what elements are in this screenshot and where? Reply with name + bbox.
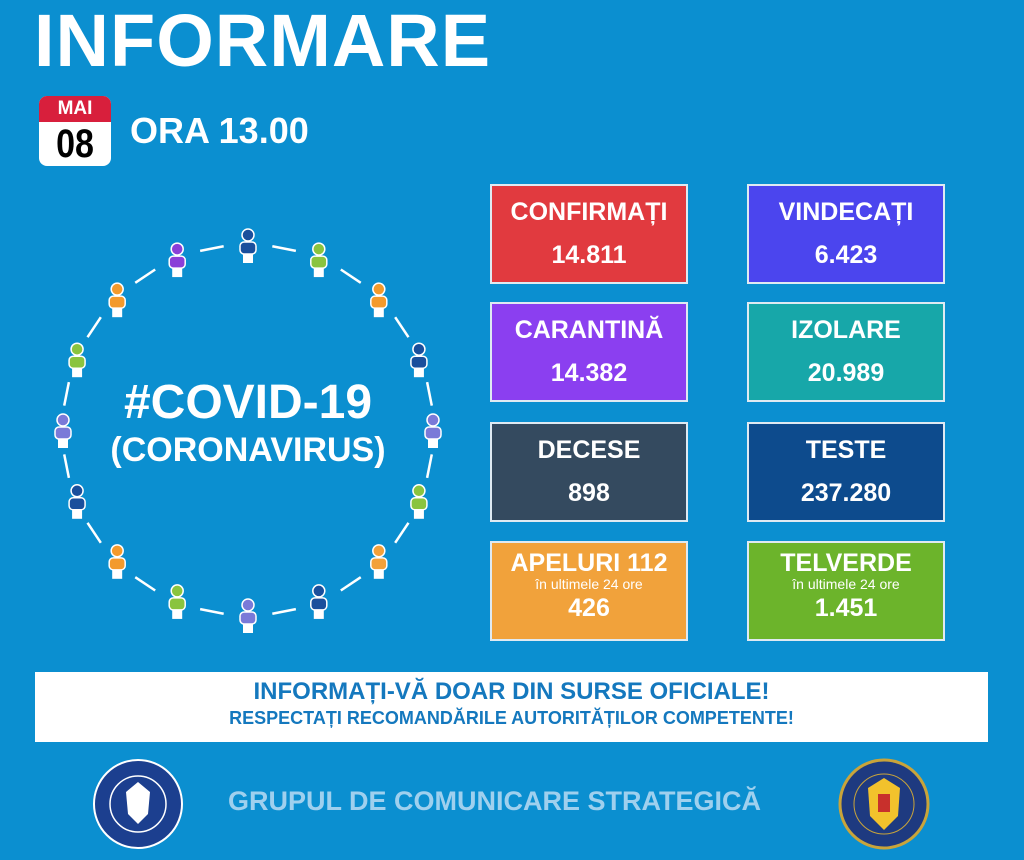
double-arrow-icon: [86, 316, 102, 338]
covid-heading: #COVID-19 (CORONAVIRUS): [88, 376, 408, 470]
double-arrow-icon: [199, 244, 224, 253]
person-icon: [239, 228, 257, 263]
double-arrow-icon: [199, 607, 224, 616]
calendar-icon: MAI 08: [39, 96, 111, 166]
stat-label: TELVERDE: [780, 549, 912, 577]
person-icon: [168, 242, 186, 278]
stat-value: 6.423: [814, 241, 878, 269]
stat-label: TESTE: [805, 436, 887, 464]
double-arrow-icon: [62, 454, 71, 479]
dsu-seal-logo: [838, 758, 930, 850]
stat-telverde: TELVERDE în ultimele 24 ore 1.451: [747, 541, 945, 641]
stat-label: CONFIRMAȚI: [510, 198, 668, 226]
stat-label: APELURI 112: [510, 549, 668, 577]
stat-sublabel: în ultimele 24 ore: [792, 576, 900, 592]
stat-teste: TESTE 237.280: [747, 422, 945, 522]
person-icon: [168, 584, 186, 619]
stat-label: VINDECAȚI: [778, 198, 914, 226]
person-icon: [410, 484, 428, 519]
covid-hashtag: #COVID-19: [123, 376, 373, 429]
government-seal-logo: [93, 759, 183, 849]
double-arrow-icon: [394, 522, 410, 544]
person-icon: [54, 413, 72, 448]
stat-value: 237.280: [800, 479, 892, 507]
stat-sublabel: în ultimele 24 ore: [535, 576, 643, 592]
calendar-day: 08: [56, 122, 94, 166]
double-arrow-icon: [272, 607, 297, 616]
double-arrow-icon: [425, 381, 434, 406]
stat-apeluri-112: APELURI 112 în ultimele 24 ore 426: [490, 541, 688, 641]
person-icon: [410, 342, 428, 378]
double-arrow-icon: [272, 244, 297, 253]
double-arrow-icon: [425, 454, 434, 479]
page-title: INFORMARE: [34, 0, 492, 82]
footer-text: GRUPUL DE COMUNICARE STRATEGICĂ: [228, 786, 762, 816]
person-icon: [310, 242, 328, 278]
banner-line-2: RESPECTAȚI RECOMANDĂRILE AUTORITĂȚILOR C…: [229, 708, 794, 728]
covid-subtitle: (CORONAVIRUS): [110, 431, 386, 469]
official-sources-banner: INFORMAȚI-VĂ DOAR DIN SURSE OFICIALE! RE…: [35, 672, 988, 742]
stat-izolare: IZOLARE 20.989: [747, 302, 945, 402]
stat-confirmati: CONFIRMAȚI 14.811: [490, 184, 688, 284]
person-icon: [370, 544, 388, 579]
stat-value: 14.382: [550, 359, 628, 387]
person-icon: [370, 282, 388, 318]
stat-value: 20.989: [807, 359, 885, 387]
person-icon: [310, 584, 328, 619]
stat-decese: DECESE 898: [490, 422, 688, 522]
stat-value: 426: [568, 594, 610, 622]
stat-value: 1.451: [814, 594, 878, 622]
banner-line-1: INFORMAȚI-VĂ DOAR DIN SURSE OFICIALE!: [253, 678, 770, 705]
stat-label: CARANTINĂ: [514, 316, 664, 344]
stat-value: 14.811: [551, 241, 627, 269]
double-arrow-icon: [134, 268, 156, 284]
person-icon: [68, 342, 86, 378]
stat-value: 898: [568, 479, 610, 507]
person-icon: [239, 598, 257, 633]
stat-label: DECESE: [537, 436, 641, 464]
calendar-month: MAI: [39, 96, 111, 122]
person-icon: [108, 282, 126, 318]
double-arrow-icon: [134, 576, 156, 592]
double-arrow-icon: [86, 522, 102, 544]
double-arrow-icon: [62, 381, 71, 406]
person-icon: [108, 544, 126, 579]
report-time: ORA 13.00: [130, 110, 309, 151]
people-ring-illustration: [54, 228, 442, 633]
double-arrow-icon: [394, 316, 410, 338]
stat-label: IZOLARE: [791, 316, 901, 344]
stat-vindecati: VINDECAȚI 6.423: [747, 184, 945, 284]
person-icon: [424, 413, 442, 448]
person-icon: [68, 484, 86, 519]
double-arrow-icon: [340, 268, 362, 284]
double-arrow-icon: [340, 576, 362, 592]
stat-carantina: CARANTINĂ 14.382: [490, 302, 688, 402]
